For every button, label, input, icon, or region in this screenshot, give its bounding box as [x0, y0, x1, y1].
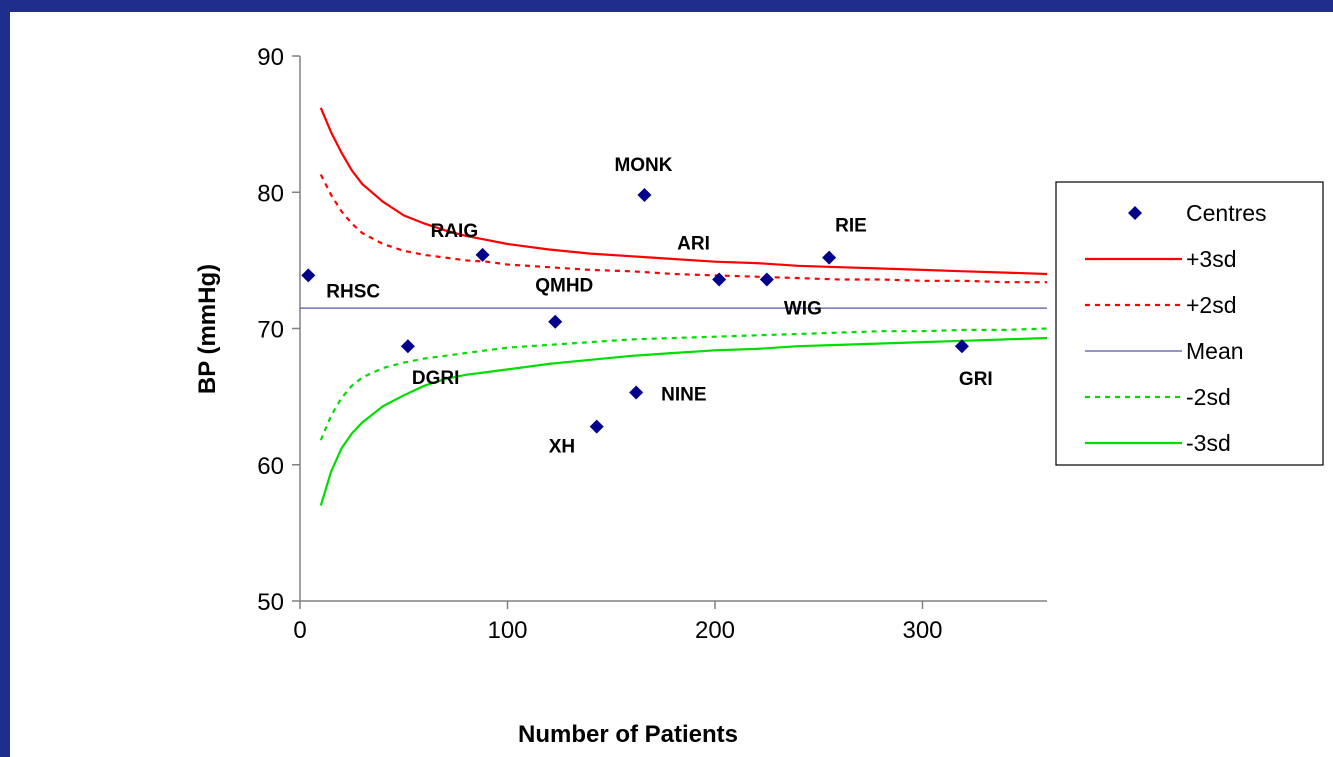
point-rie — [822, 250, 837, 265]
y-tick-label: 50 — [257, 589, 284, 616]
point-ari — [712, 272, 727, 287]
point-label-qmhd: QMHD — [535, 276, 593, 297]
y-tick-label: 70 — [257, 317, 284, 344]
point-label-gri: GRI — [959, 369, 993, 390]
point-label-raig: RAIG — [431, 221, 479, 242]
y-tick-label: 90 — [257, 44, 284, 71]
x-tick-label: 300 — [902, 617, 942, 644]
series-line--2sd — [319, 174, 1047, 284]
y-tick-label: 80 — [257, 180, 284, 207]
point-label-wig: WIG — [784, 298, 822, 319]
legend-marker-centres — [1128, 206, 1142, 220]
bp-funnel-chart: 50 60 70 80 90 0 100 200 300 RHSC DGRI RAIG QMHD XH N… — [194, 44, 1324, 748]
legend-entry-mean: Mean — [1186, 338, 1244, 364]
point-labels: RHSC DGRI RAIG QMHD XH NINE MONK ARI WIG RIE GRI — [326, 155, 992, 458]
x-tick-label: 0 — [293, 617, 306, 644]
point-xh — [589, 419, 604, 434]
point-wig — [759, 272, 774, 287]
point-label-xh: XH — [549, 437, 575, 458]
x-tick-label: 200 — [695, 617, 735, 644]
series-lines — [300, 107, 1048, 506]
series-line--3sd — [319, 107, 1048, 276]
point-rhsc — [301, 268, 316, 283]
y-tick-label: 60 — [257, 453, 284, 480]
point-monk — [637, 187, 652, 202]
point-label-rie: RIE — [835, 216, 867, 237]
point-label-nine: NINE — [661, 385, 706, 406]
y-axis-title: BP (mmHg) — [194, 264, 221, 394]
point-label-monk: MONK — [614, 155, 672, 176]
point-nine — [629, 385, 644, 400]
legend-entry--3sd: +3sd — [1186, 246, 1237, 272]
point-gri — [954, 339, 969, 354]
series-line--3sd — [319, 336, 1048, 506]
chart-frame: 50 60 70 80 90 0 100 200 300 RHSC DGRI RAIG QMHD XH N… — [10, 12, 1333, 757]
legend-box — [1055, 181, 1324, 466]
point-label-ari: ARI — [677, 233, 710, 254]
point-qmhd — [548, 314, 563, 329]
point-label-dgri: DGRI — [412, 368, 460, 389]
x-tick-label: 100 — [487, 617, 527, 644]
point-dgri — [400, 339, 415, 354]
legend-entry--2sd: +2sd — [1186, 292, 1237, 318]
data-points — [301, 187, 969, 434]
x-axis-title: Number of Patients — [518, 721, 738, 748]
point-label-rhsc: RHSC — [326, 281, 380, 302]
legend-entry--3sd: -3sd — [1186, 430, 1231, 456]
legend-entry-centres: Centres — [1186, 200, 1267, 226]
axes: 50 60 70 80 90 0 100 200 300 — [257, 44, 1047, 644]
legend-entry--2sd: -2sd — [1186, 384, 1231, 410]
point-raig — [475, 247, 490, 262]
legend: Centres +3sd +2sd Mean -2sd -3sd — [1055, 181, 1324, 466]
